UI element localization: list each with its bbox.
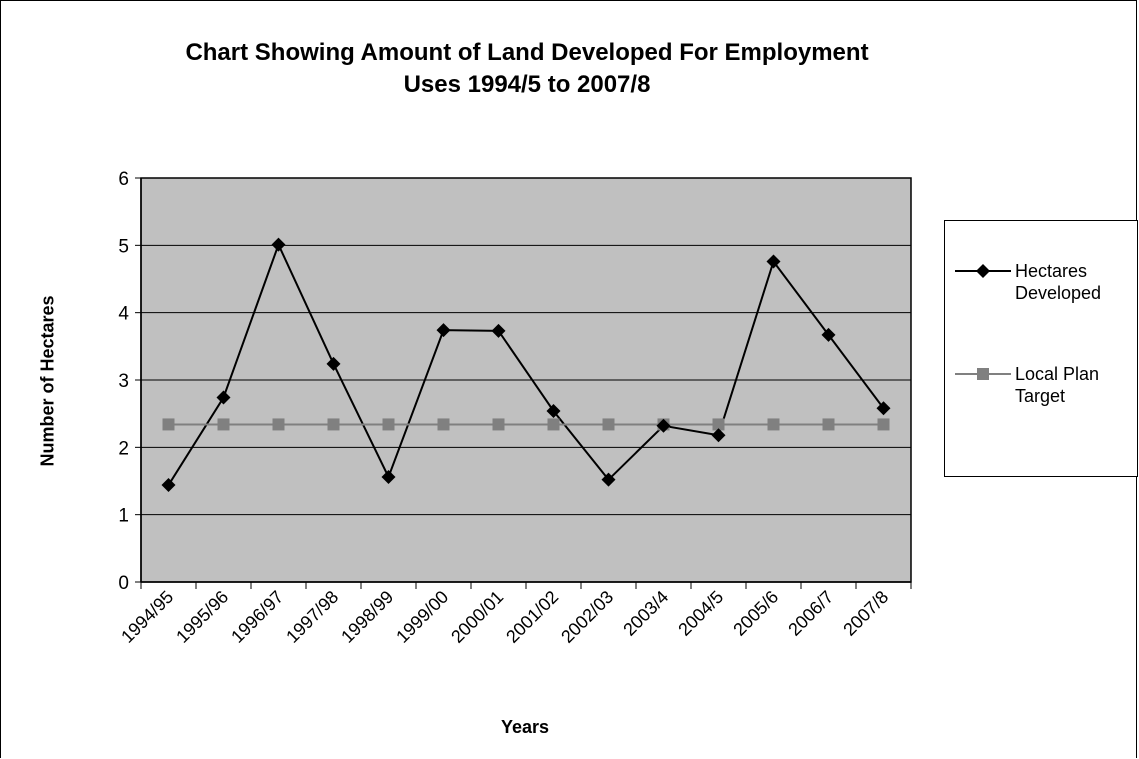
x-tick-label: 2007/8 — [839, 587, 892, 640]
legend-label-line-1: Hectares — [1015, 261, 1088, 281]
chart-title-line-1: Chart Showing Amount of Land Developed F… — [185, 39, 869, 66]
legend-label-line-2: Target — [1015, 386, 1066, 406]
series-line-0 — [167, 242, 885, 486]
data-point-diamond — [161, 478, 176, 493]
x-tick-label: 1998/99 — [337, 587, 397, 647]
data-point-square — [712, 418, 725, 431]
data-point-square — [217, 418, 230, 431]
data-point-diamond — [271, 237, 286, 252]
legend-label-line-1: Local Plan — [1015, 364, 1100, 384]
data-point-square — [272, 418, 285, 431]
data-point-square — [602, 418, 615, 431]
x-tick-label: 2001/02 — [502, 587, 562, 647]
legend-label-local-plan-target: Local Plan Target — [1015, 363, 1135, 407]
x-tick-label: 2003/4 — [619, 587, 672, 640]
y-tick-label: 6 — [118, 169, 129, 190]
data-point-diamond — [436, 323, 451, 338]
x-tick-label: 1994/95 — [117, 587, 177, 647]
y-tick-label: 1 — [118, 506, 129, 527]
x-tick-label: 1997/98 — [282, 587, 342, 647]
data-point-square — [547, 418, 560, 431]
x-tick-label: 1995/96 — [172, 587, 232, 647]
data-point-diamond — [546, 403, 561, 418]
y-tick-label: 3 — [118, 371, 129, 392]
data-point-diamond — [601, 472, 616, 487]
legend-swatch-diamond-icon — [955, 264, 1011, 278]
data-point-diamond — [711, 428, 726, 443]
y-tick-label: 0 — [118, 573, 129, 594]
data-point-square — [382, 418, 395, 431]
data-point-diamond — [381, 469, 396, 484]
x-tick-label: 1999/00 — [392, 587, 452, 647]
legend: Hectares Developed Local Plan Target — [944, 220, 1138, 477]
chart-title-line-2: Uses 1994/5 to 2007/8 — [403, 71, 651, 98]
x-tick-label: 1996/97 — [227, 587, 287, 647]
data-point-square — [767, 418, 780, 431]
x-tick-label: 2005/6 — [729, 587, 782, 640]
x-axis-label: Years — [500, 717, 550, 737]
x-tick-label: 2000/01 — [447, 587, 507, 647]
data-point-diamond — [656, 418, 671, 433]
y-axis-label: Number of Hectares — [37, 295, 58, 467]
y-tick-label: 2 — [118, 438, 129, 459]
data-point-diamond — [821, 327, 836, 342]
x-tick-label: 2004/5 — [674, 587, 727, 640]
x-tick-label: 2002/03 — [557, 587, 617, 647]
x-tick-label: 2006/7 — [784, 587, 837, 640]
data-point-diamond — [326, 356, 341, 371]
chart-title: Chart Showing Amount of Land Developed F… — [1, 37, 1053, 101]
data-point-square — [437, 418, 450, 431]
data-point-square — [327, 418, 340, 431]
data-point-square — [492, 418, 505, 431]
data-point-diamond — [216, 390, 231, 405]
y-tick-label: 5 — [118, 236, 129, 257]
y-tick-label: 4 — [118, 304, 129, 325]
data-point-square — [877, 418, 890, 431]
data-point-diamond — [766, 254, 781, 269]
legend-label-line-2: Developed — [1015, 283, 1102, 303]
data-point-square — [162, 418, 175, 431]
legend-label-hectares-developed: Hectares Developed — [1015, 260, 1135, 304]
data-point-diamond — [876, 401, 891, 416]
data-point-diamond — [491, 323, 506, 338]
legend-swatch-square-icon — [955, 368, 1011, 380]
data-point-square — [822, 418, 835, 431]
